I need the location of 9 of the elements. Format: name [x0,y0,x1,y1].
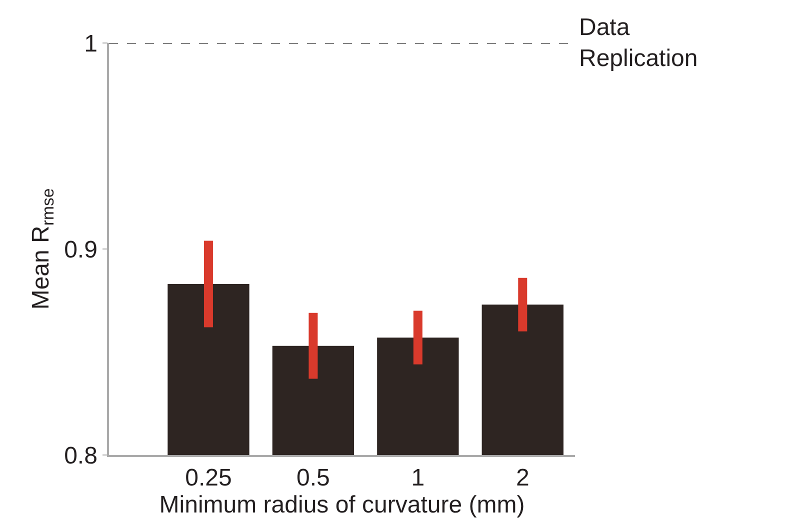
x-axis-title: Minimum radius of curvature (mm) [159,492,525,519]
y-tick-label: 0.9 [64,236,98,264]
y-tick-label: 0.8 [64,442,98,470]
ref-line-label: Data Replication [579,14,698,72]
x-tick-label: 0.25 [185,464,232,492]
x-tick-label: 2 [516,464,530,492]
x-tick-label: 0.5 [296,464,330,492]
y-tick-label: 1 [84,30,98,58]
x-tick-label: 1 [411,464,425,492]
